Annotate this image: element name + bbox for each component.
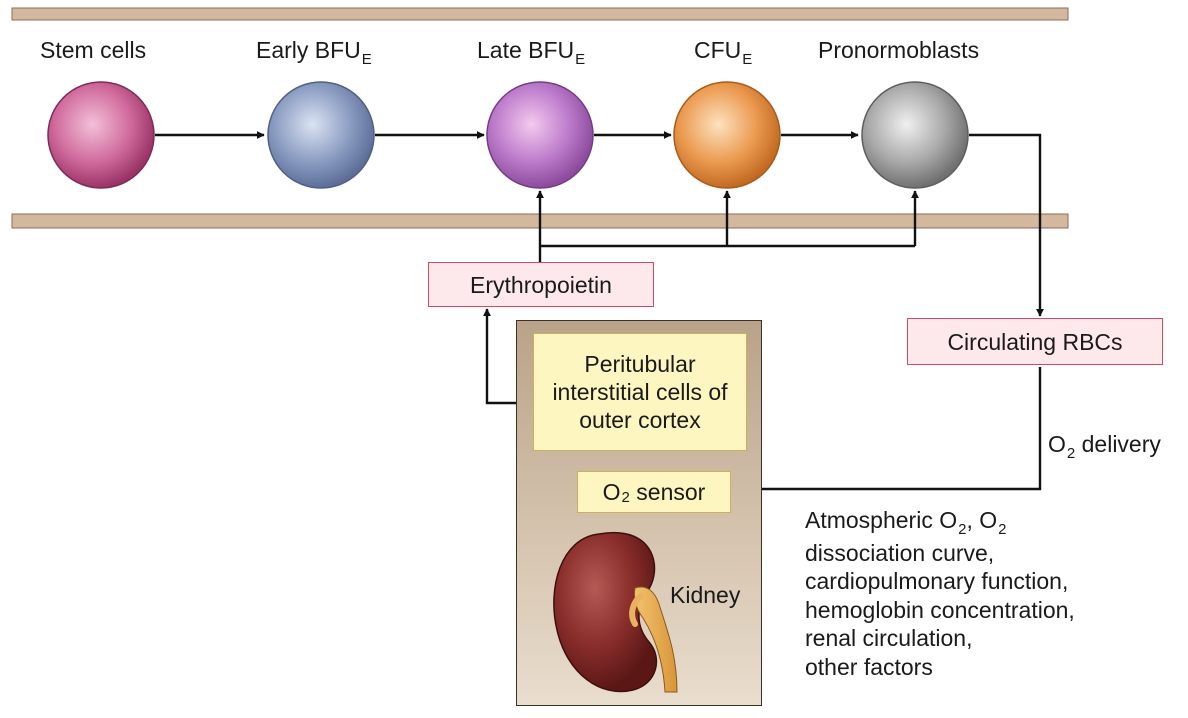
circulating-rbcs-box: Circulating RBCs — [907, 318, 1163, 365]
factors-line: other factors — [805, 653, 933, 680]
label-early-bfu: Early BFUE — [256, 37, 372, 68]
label-cfu: CFUE — [694, 37, 753, 68]
top-membrane-band — [11, 7, 1069, 21]
o2-delivery-label: O2 delivery — [1048, 431, 1161, 462]
early-bfu-cell — [267, 81, 375, 189]
factors-line: dissociation curve, — [805, 539, 995, 566]
cfu-cell — [673, 81, 781, 189]
kidney-icon — [553, 531, 678, 693]
label-pronormoblasts: Pronormoblasts — [818, 37, 980, 63]
kidney-panel: Peritubular interstitial cells of outer … — [516, 320, 762, 706]
kidney-label: Kidney — [670, 582, 741, 608]
factors-line: hemoglobin concentration, — [805, 596, 1075, 623]
factors-list: Atmospheric O2, O2 dissociation curve, c… — [805, 506, 1075, 681]
erythropoietin-box: Erythropoietin — [428, 262, 654, 307]
label-stem-cells: Stem cells — [40, 37, 147, 63]
arrow-delivery-to-sensor — [747, 367, 1042, 493]
interstitial-cells-box: Peritubular interstitial cells of outer … — [533, 333, 747, 451]
factors-line: renal circulation, — [805, 625, 973, 651]
pronormoblast-cell — [861, 81, 969, 189]
stem-cell — [47, 81, 155, 189]
label-late-bfu: Late BFUE — [477, 37, 586, 68]
arrow-interstitial-to-epo — [483, 308, 516, 405]
arrow-to-circulating-rbcs — [969, 133, 1044, 317]
factors-line-1: Atmospheric O2, O2 — [805, 507, 1007, 538]
late-bfu-cell — [486, 81, 594, 189]
factors-line: cardiopulmonary function, — [805, 568, 1069, 594]
